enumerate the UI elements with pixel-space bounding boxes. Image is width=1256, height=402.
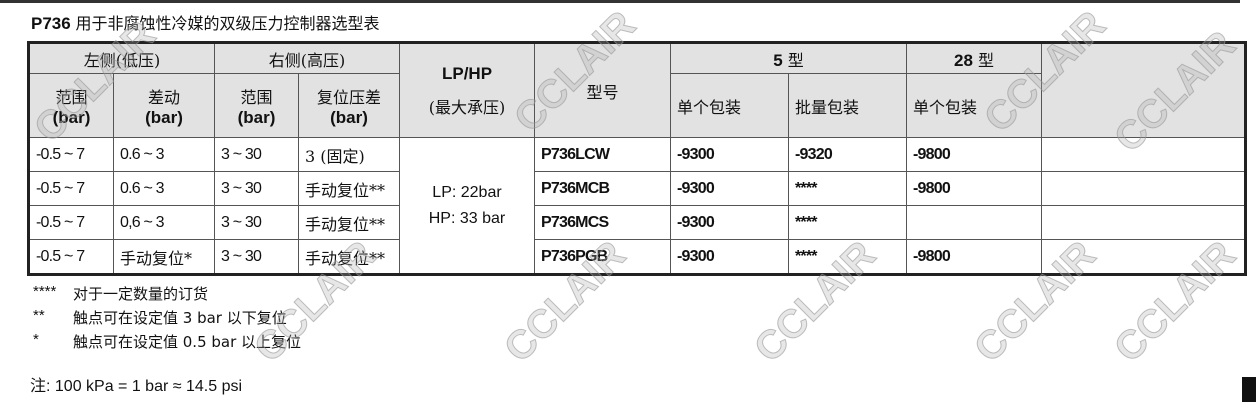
table-row: -0.5 ~ 7 手动复位* 3 ~ 30 手动复位** P736PGB -93… (28, 239, 1246, 275)
blank-cell (1041, 205, 1246, 240)
title-text: 用于非腐蚀性冷媒的双级压力控制器选型表 (75, 14, 380, 33)
hp-range: 3 ~ 30 (214, 171, 299, 206)
hp-range: 3 ~ 30 (214, 137, 299, 172)
top-rule (0, 0, 1240, 3)
t5-bulk: -9320 (788, 137, 907, 172)
header-lp-diff: 差动 (bar) (113, 73, 215, 138)
t5-single: -9300 (670, 205, 789, 240)
hp-reset: 手动复位** (298, 205, 400, 240)
header-lphp: LP/HP (最大承压) (399, 42, 535, 138)
type5-label: 型 (787, 50, 804, 70)
hp-reset-label: 复位压差 (316, 87, 381, 107)
footnote-text: 触点可在设定值 3 bar 以下复位 (73, 309, 287, 327)
footnote: **** 对于一定数量的订货 (33, 283, 301, 307)
t28-single (906, 205, 1042, 240)
model: P736MCS (534, 205, 671, 240)
header-left-low: 左侧(低压) (28, 42, 215, 74)
hp-range-label: 范围 (240, 87, 273, 107)
unit-note: 注: 100 kPa = 1 bar ≈ 14.5 psi (30, 378, 243, 395)
lp-range: -0.5 ~ 7 (28, 205, 114, 240)
blank-cell (1041, 239, 1246, 275)
footnote: ** 触点可在设定值 3 bar 以下复位 (33, 307, 301, 331)
t5-single: -9300 (670, 171, 789, 206)
footnote-text: 对于一定数量的订货 (73, 285, 209, 303)
header-right-high: 右侧(高压) (214, 42, 400, 74)
hp-max: HP: 33 bar (428, 209, 506, 227)
corner-block (1242, 377, 1256, 402)
type28-label: 型 (978, 50, 995, 70)
hp-reset: 3 (固定) (298, 137, 400, 172)
page-title: P736 用于非腐蚀性冷媒的双级压力控制器选型表 (31, 10, 379, 34)
lp-range: -0.5 ~ 7 (28, 137, 114, 172)
header-type28: 28 型 (906, 42, 1042, 74)
hp-reset: 手动复位** (298, 239, 400, 275)
lp-range: -0.5 ~ 7 (28, 239, 114, 275)
model: P736LCW (534, 137, 671, 172)
max-pressure: LP: 22bar HP: 33 bar (399, 137, 535, 275)
selection-table: 左侧(低压) 右侧(高压) LP/HP (最大承压) 型号 5 型 28 型 范围… (27, 41, 1247, 276)
header-hp-reset: 复位压差 (bar) (298, 73, 400, 138)
lp-diff-label: 差动 (147, 87, 180, 107)
blank-cell (1041, 171, 1246, 206)
blank-cell (1041, 137, 1246, 172)
lp-max: LP: 22bar (432, 183, 502, 201)
table-row: -0.5 ~ 7 0,6 ~ 3 3 ~ 30 手动复位** P736MCS -… (28, 205, 1246, 240)
model: P736PGB (534, 239, 671, 275)
lp-diff: 0.6 ~ 3 (113, 171, 215, 206)
lp-diff: 手动复位* (113, 239, 215, 275)
unit: (bar) (237, 107, 276, 127)
lp-range-label: 范围 (55, 87, 88, 107)
lp-range: -0.5 ~ 7 (28, 171, 114, 206)
lp-diff: 0,6 ~ 3 (113, 205, 215, 240)
t5-bulk: **** (788, 239, 907, 275)
hp-range: 3 ~ 30 (214, 239, 299, 275)
t28-single: -9800 (906, 171, 1042, 206)
footnote-mark: **** (33, 283, 57, 300)
header-lp-range: 范围 (bar) (28, 73, 114, 138)
t5-bulk: **** (788, 205, 907, 240)
unit: (bar) (145, 107, 183, 127)
lp-diff: 0.6 ~ 3 (113, 137, 215, 172)
header-t5-bulk: 批量包装 (788, 73, 907, 138)
header-type5: 5 型 (670, 42, 907, 74)
model: P736MCB (534, 171, 671, 206)
table-row: -0.5 ~ 7 0.6 ~ 3 3 ~ 30 3 (固定) LP: 22bar… (28, 137, 1246, 275)
type28-num: 28 (953, 50, 973, 70)
footnote-mark: * (33, 331, 39, 348)
footnote-text: 触点可在设定值 0.5 bar 以上复位 (73, 333, 302, 351)
footnote-mark: ** (33, 307, 45, 324)
t28-single: -9800 (906, 137, 1042, 172)
unit: (bar) (330, 107, 368, 127)
t5-single: -9300 (670, 137, 789, 172)
title-code: P736 (31, 14, 71, 33)
lphp-sub: (最大承压) (428, 97, 506, 117)
lphp-label: LP/HP (441, 63, 493, 83)
t28-single: -9800 (906, 239, 1042, 275)
type5-num: 5 (773, 50, 783, 70)
header-model: 型号 (534, 42, 671, 138)
footnotes: **** 对于一定数量的订货 ** 触点可在设定值 3 bar 以下复位 * 触点可在… (33, 283, 301, 355)
hp-reset: 手动复位** (298, 171, 400, 206)
header-t5-single: 单个包装 (670, 73, 789, 138)
t5-bulk: **** (788, 171, 907, 206)
t5-single: -9300 (670, 239, 789, 275)
unit: (bar) (52, 107, 91, 127)
header-blank (1041, 42, 1246, 138)
hp-range: 3 ~ 30 (214, 205, 299, 240)
header-t28-single: 单个包装 (906, 73, 1042, 138)
header-hp-range: 范围 (bar) (214, 73, 299, 138)
footnote: * 触点可在设定值 0.5 bar 以上复位 (33, 331, 301, 355)
table-row: -0.5 ~ 7 0.6 ~ 3 3 ~ 30 手动复位** P736MCB -… (28, 171, 1246, 206)
